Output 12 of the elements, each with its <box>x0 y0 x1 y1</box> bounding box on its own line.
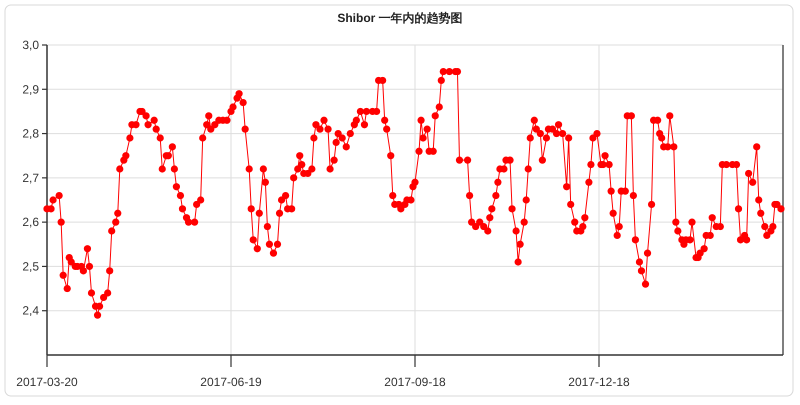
y-tick-label: 2,8 <box>22 126 40 141</box>
x-tick-label: 2017-03-20 <box>16 375 78 389</box>
y-tick-label: 3,0 <box>22 38 40 52</box>
chart-title: Shibor 一年内的趋势图 <box>337 11 463 25</box>
x-tick-label: 2017-12-18 <box>568 375 630 389</box>
x-tick-label: 2017-06-19 <box>200 375 262 389</box>
x-tick-label: 2017-09-18 <box>384 375 446 389</box>
y-tick-label: 2,6 <box>22 215 40 230</box>
y-tick-label: 2,7 <box>22 170 40 185</box>
y-tick-label: 2,5 <box>22 259 40 274</box>
y-tick-label: 2,9 <box>22 82 40 96</box>
y-tick-label: 2,4 <box>22 304 40 318</box>
